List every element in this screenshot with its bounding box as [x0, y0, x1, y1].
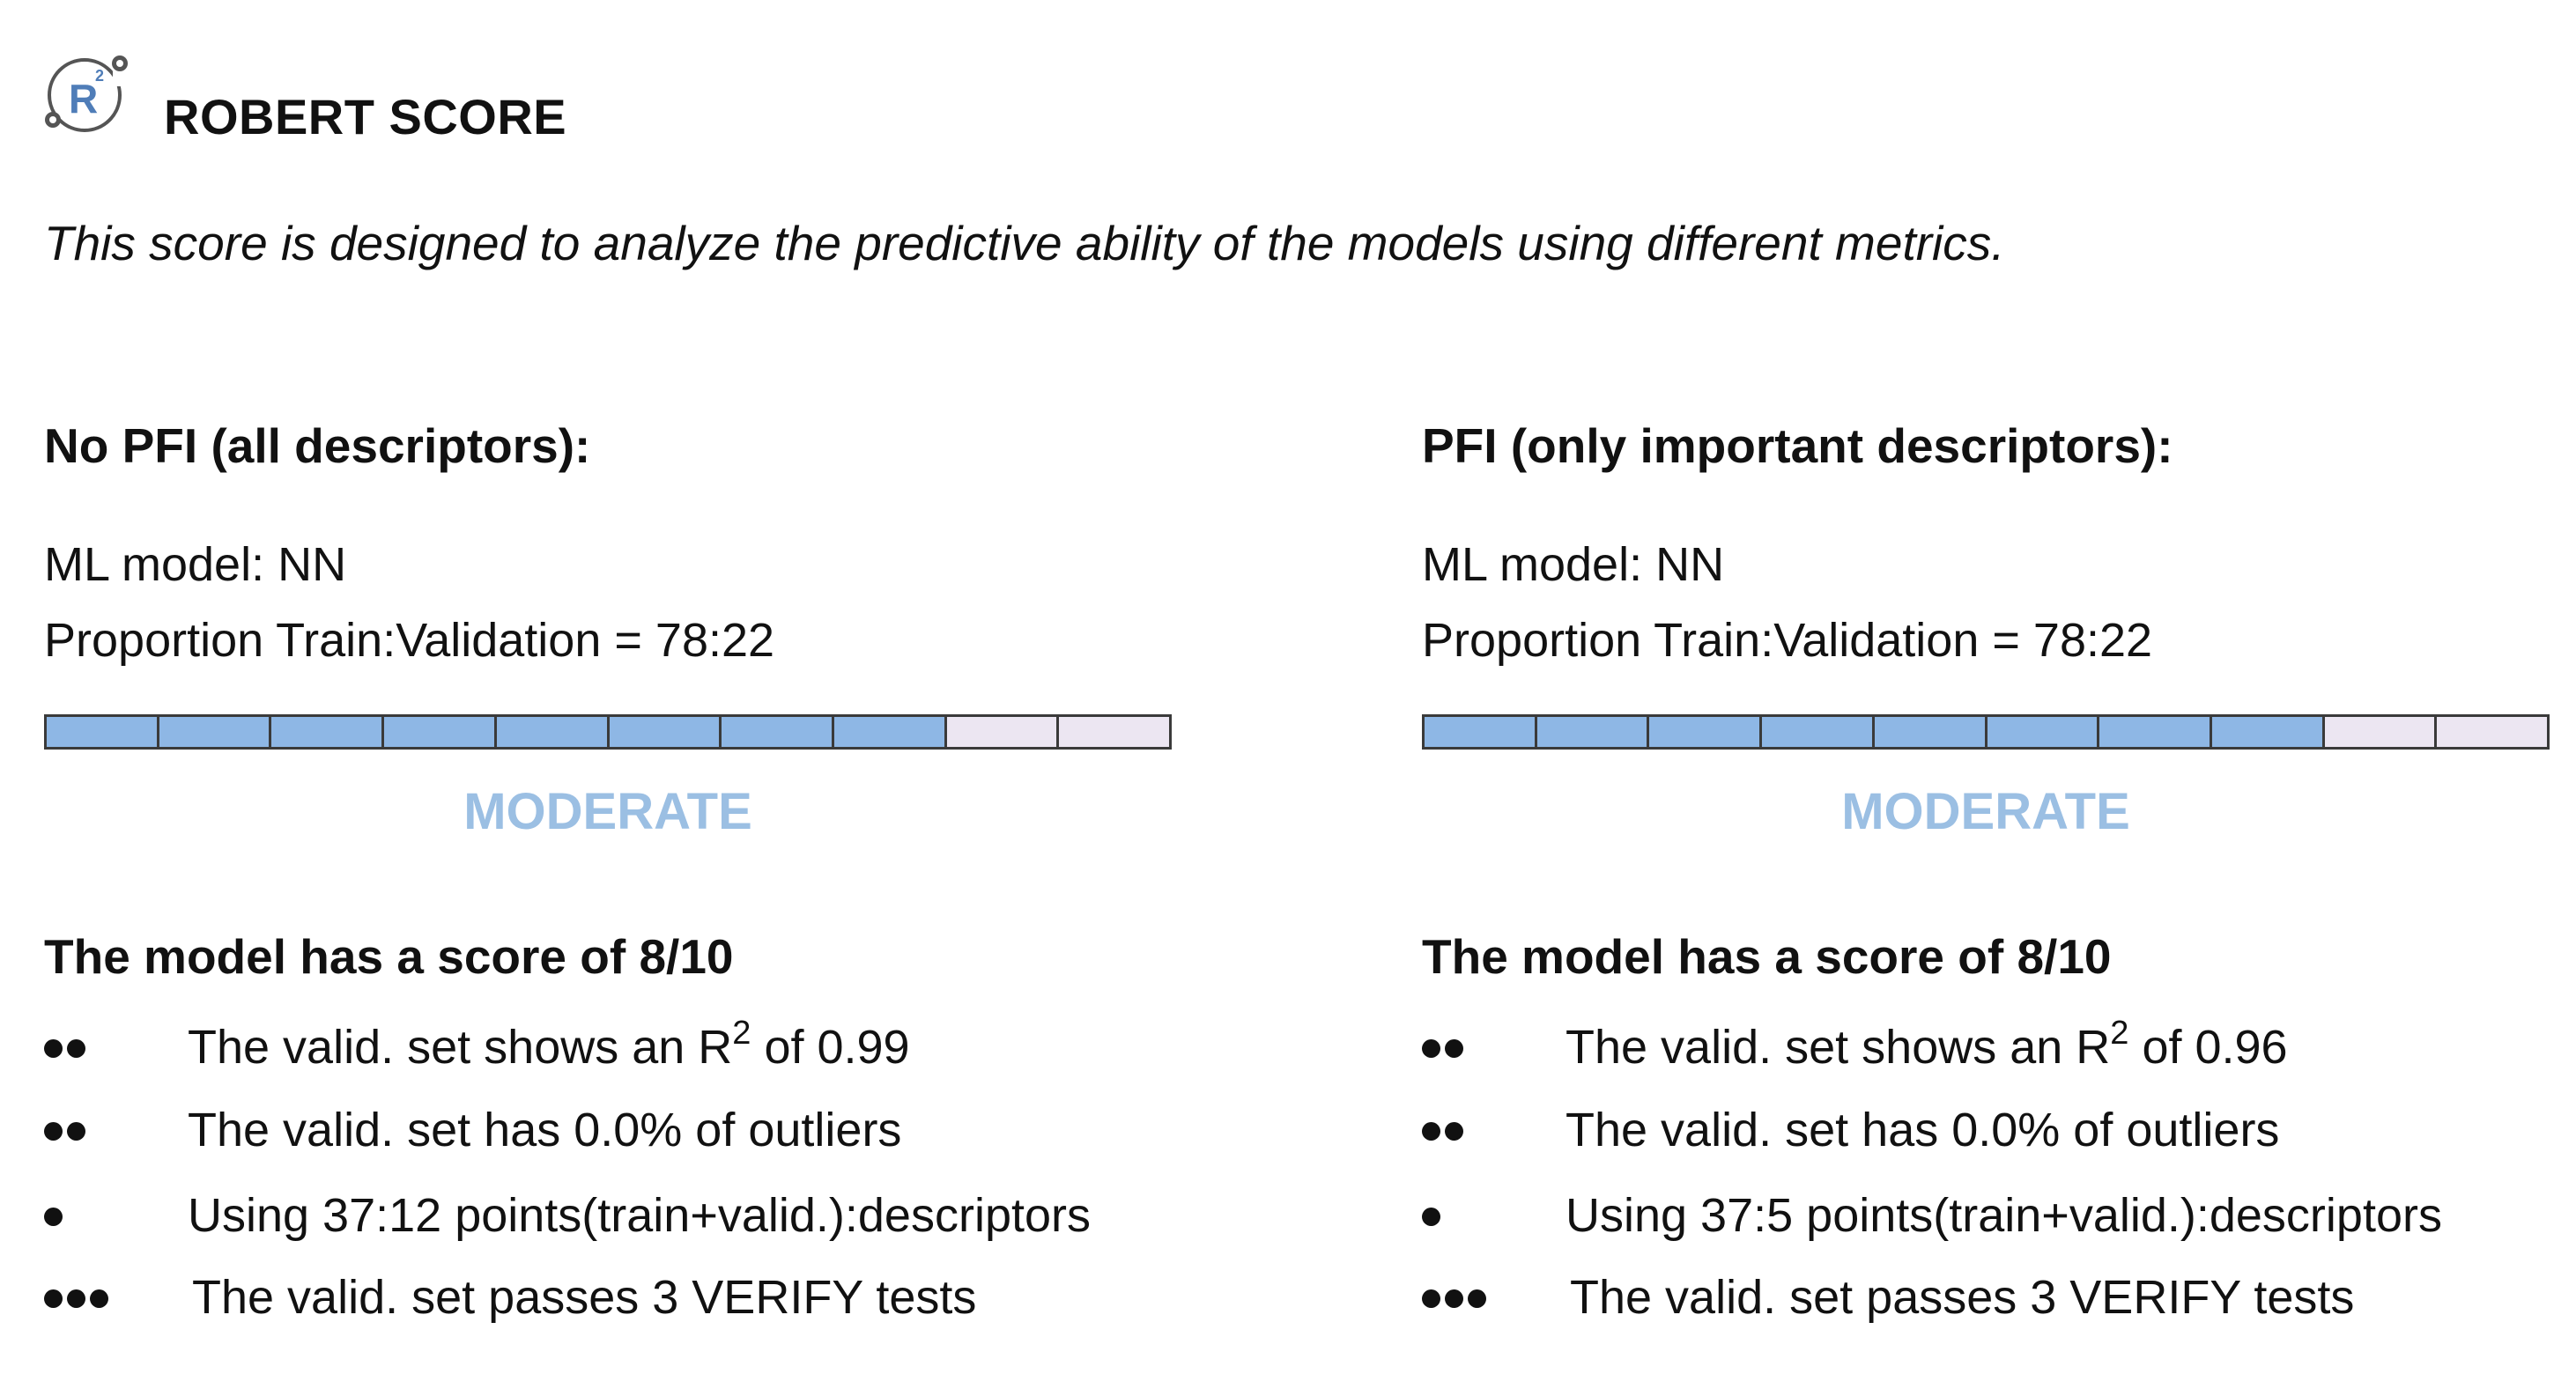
bullet-dot	[1445, 1289, 1463, 1308]
proportion-label: Proportion Train:Validation = 78:22	[1422, 614, 2153, 667]
score-segment-filled	[2211, 717, 2322, 747]
score-segment-filled	[2099, 717, 2210, 747]
bullet-outliers: The valid. set has 0.0% of outliers	[44, 1103, 1189, 1164]
bullet-dot	[67, 1289, 85, 1308]
superscript: 2	[2110, 1015, 2129, 1052]
bullet-dot	[1468, 1289, 1486, 1308]
score-segment-filled	[833, 717, 944, 747]
bullet-r2: The valid. set shows an R2 of 0.99	[44, 1016, 1189, 1082]
svg-text:2: 2	[95, 67, 104, 85]
bullet-points-descriptors: Using 37:12 points(train+valid.):descrip…	[44, 1188, 1189, 1250]
svg-text:R: R	[69, 76, 98, 122]
score-dots	[44, 1122, 85, 1145]
score-segment-empty	[946, 717, 1057, 747]
column-pfi: PFI (only important descriptors): ML mod…	[1422, 0, 2567, 1374]
score-dots	[44, 1039, 85, 1062]
score-segment-filled	[1425, 717, 1535, 747]
bullet-dot	[1422, 1122, 1440, 1141]
score-segment-empty	[1059, 717, 1170, 747]
bullet-text: The valid. set has 0.0% of outliers	[188, 1104, 902, 1156]
score-segment-filled	[1762, 717, 1872, 747]
bullet-verify-tests: The valid. set passes 3 VERIFY tests	[1422, 1270, 2567, 1332]
score-segment-filled	[384, 717, 494, 747]
bullet-dot	[44, 1289, 63, 1308]
bullet-dot	[67, 1122, 85, 1141]
score-heading: The model has a score of 8/10	[44, 929, 734, 984]
bullet-dot	[44, 1039, 63, 1058]
ml-model-label: ML model: NN	[44, 538, 347, 591]
robert-logo-icon: R 2	[45, 55, 129, 132]
score-segment-filled	[1874, 717, 1985, 747]
bullet-dot	[1422, 1208, 1440, 1226]
column-heading: No PFI (all descriptors):	[44, 418, 591, 473]
score-bar	[44, 714, 1172, 750]
score-segment-empty	[2324, 717, 2435, 747]
score-dots	[1422, 1289, 1486, 1312]
score-segment-filled	[1536, 717, 1647, 747]
superscript: 2	[732, 1015, 751, 1052]
bullet-dot	[44, 1208, 63, 1226]
bullet-dot	[1422, 1289, 1440, 1308]
column-heading: PFI (only important descriptors):	[1422, 418, 2173, 473]
bullet-text-post: of 0.96	[2128, 1021, 2288, 1074]
bullet-text: The valid. set has 0.0% of outliers	[1566, 1104, 2280, 1156]
score-dots	[1422, 1122, 1463, 1145]
score-segment-filled	[609, 717, 720, 747]
score-segment-filled	[722, 717, 832, 747]
bullet-text: The valid. set passes 3 VERIFY tests	[1570, 1271, 2355, 1324]
bullet-points-descriptors: Using 37:5 points(train+valid.):descript…	[1422, 1188, 2567, 1250]
score-dots	[44, 1208, 63, 1230]
score-heading: The model has a score of 8/10	[1422, 929, 2112, 984]
score-dots	[1422, 1039, 1463, 1062]
score-segment-filled	[47, 717, 157, 747]
score-dots	[1422, 1208, 1440, 1230]
ml-model-label: ML model: NN	[1422, 538, 1725, 591]
rating-label: MODERATE	[1841, 783, 2130, 840]
report-subtitle: This score is designed to analyze the pr…	[44, 216, 2005, 270]
bullet-text-post: of 0.99	[751, 1021, 910, 1074]
bullet-dot	[1445, 1122, 1463, 1141]
bullet-text: The valid. set passes 3 VERIFY tests	[192, 1271, 977, 1324]
score-segment-filled	[1987, 717, 2098, 747]
bullet-dot	[90, 1289, 108, 1308]
bullet-verify-tests: The valid. set passes 3 VERIFY tests	[44, 1270, 1189, 1332]
score-dots	[44, 1289, 108, 1312]
column-no-pfi: No PFI (all descriptors): ML model: NN P…	[44, 0, 1189, 1374]
bullet-text: Using 37:12 points(train+valid.):descrip…	[188, 1189, 1091, 1242]
bullet-r2: The valid. set shows an R2 of 0.96	[1422, 1016, 2567, 1082]
bullet-dot	[67, 1039, 85, 1058]
rating-label: MODERATE	[463, 783, 752, 840]
proportion-label: Proportion Train:Validation = 78:22	[44, 614, 775, 667]
bullet-text-pre: The valid. set shows an R	[188, 1021, 733, 1074]
bullet-text: The valid. set shows an R2 of 0.99	[188, 1016, 910, 1075]
bullet-text-pre: The valid. set shows an R	[1566, 1021, 2111, 1074]
score-segment-empty	[2437, 717, 2548, 747]
bullet-dot	[44, 1122, 63, 1141]
score-bar	[1422, 714, 2550, 750]
bullet-text: Using 37:5 points(train+valid.):descript…	[1566, 1189, 2442, 1242]
score-segment-filled	[496, 717, 607, 747]
score-segment-filled	[271, 717, 382, 747]
report-title: ROBERT SCORE	[164, 89, 567, 144]
score-segment-filled	[1649, 717, 1760, 747]
bullet-dot	[1445, 1039, 1463, 1058]
bullet-dot	[1422, 1039, 1440, 1058]
bullet-outliers: The valid. set has 0.0% of outliers	[1422, 1103, 2567, 1164]
score-segment-filled	[159, 717, 270, 747]
bullet-text: The valid. set shows an R2 of 0.96	[1566, 1016, 2288, 1075]
